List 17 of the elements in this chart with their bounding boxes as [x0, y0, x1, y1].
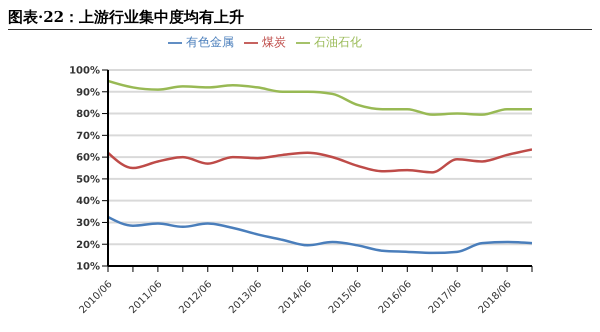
y-tick-label: 20% [76, 240, 100, 251]
y-tick-label: 100% [69, 66, 100, 77]
y-tick-label: 30% [76, 218, 100, 229]
chart-title: 图表·22：上游行业集中度均有上升 [8, 8, 592, 30]
line-series [108, 148, 532, 174]
legend-label: 石油石化 [314, 35, 362, 49]
y-tick-label: 70% [76, 130, 100, 142]
y-tick-label: 90% [76, 87, 100, 98]
legend-label: 有色金属 [186, 35, 234, 49]
legend-label: 煤炭 [262, 35, 286, 49]
line-series [108, 216, 532, 254]
y-tick-label: 60% [76, 152, 100, 164]
y-tick-label: 40% [76, 196, 100, 208]
y-tick-label: 10% [76, 262, 100, 273]
line-series [108, 80, 532, 116]
y-tick-label: 50% [76, 174, 100, 186]
y-tick-label: 80% [76, 109, 100, 120]
